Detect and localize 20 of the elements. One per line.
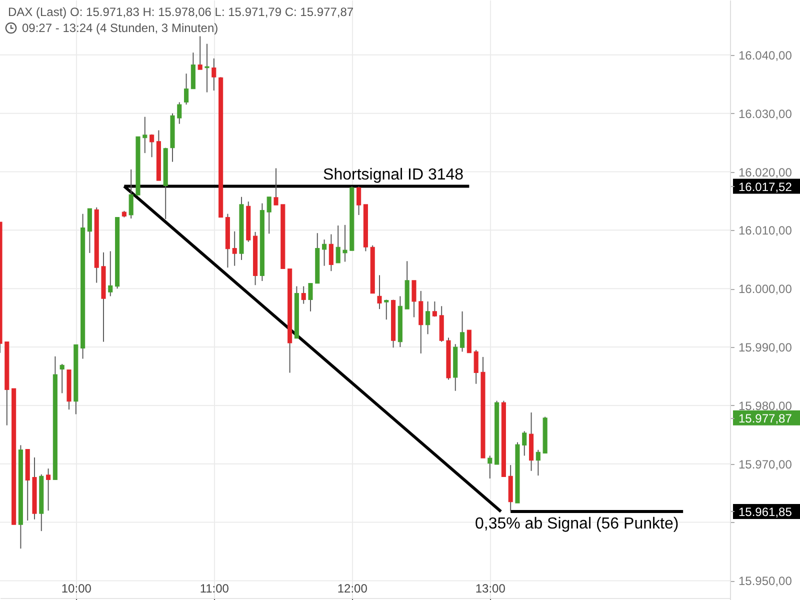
y-tick-label: 16.040,00 <box>738 48 792 62</box>
x-tick-label: 10:00 <box>61 582 92 596</box>
y-tick-label: 16.010,00 <box>738 224 792 238</box>
annotation: 0,35% ab Signal (56 Punkte) <box>474 515 679 532</box>
y-tick-label: 16.017,52 <box>738 180 792 194</box>
text: 09:27 - 13:24 (4 Stunden, 3 Minuten) <box>22 21 218 35</box>
y-tick-label: 16.030,00 <box>738 106 792 121</box>
x-tick-label: 12:00 <box>337 582 368 596</box>
y-tick-label: 15.961,85 <box>738 504 792 519</box>
y-tick-label: 15.970,00 <box>738 457 792 472</box>
y-tick-label: 15.950,00 <box>738 574 792 588</box>
chart-title: DAX (Last) O: 15.971,83 H: 15.978,06 L: 15.971,79 C: 15.977,87 <box>8 5 354 19</box>
y-tick-label: 15.990,00 <box>738 340 792 355</box>
y-tick-label: 16.000,00 <box>738 282 792 296</box>
x-tick-label: 11:00 <box>200 582 230 596</box>
annotation: Shortsignal ID 3148 <box>323 166 464 184</box>
y-tick-label: 15.977,87 <box>738 411 792 426</box>
x-tick-label: 13:00 <box>475 582 506 596</box>
y-tick-label: 15.980,00 <box>738 398 792 413</box>
y-tick-label: 16.020,00 <box>738 165 792 180</box>
